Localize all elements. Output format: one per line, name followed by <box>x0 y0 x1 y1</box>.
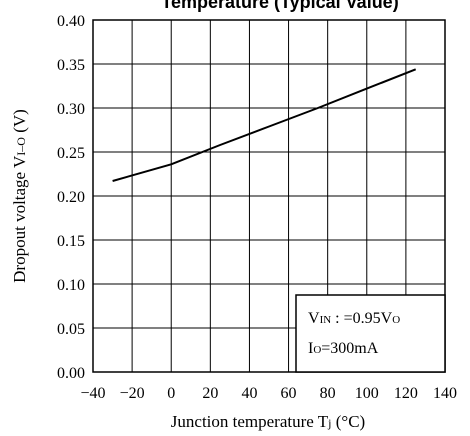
y-tick-label: 0.35 <box>57 57 85 74</box>
y-tick-label: 0.10 <box>57 277 85 294</box>
annotation-box <box>295 294 446 373</box>
y-tick-label: 0.05 <box>57 321 85 338</box>
series-line <box>112 68 417 182</box>
y-axis-label: Dropout voltage VI–O (V) <box>10 109 29 283</box>
x-tick-label: 40 <box>241 385 257 402</box>
x-tick-label: 60 <box>281 385 297 402</box>
y-tick-label: 0.15 <box>57 233 85 250</box>
x-tick-label: 0 <box>167 385 175 402</box>
y-tick-label: 0.30 <box>57 101 85 118</box>
y-tick-label: 0.00 <box>57 365 85 382</box>
plot-frame <box>92 19 446 373</box>
x-tick-label: −40 <box>80 385 105 402</box>
x-tick-label: 100 <box>355 385 379 402</box>
x-tick-label: 120 <box>394 385 418 402</box>
x-tick-label: 80 <box>320 385 336 402</box>
y-tick-label: 0.20 <box>57 189 85 206</box>
y-tick-labels: 0.00 0.05 0.10 0.15 0.20 0.25 0.30 0.35 0.40 <box>57 13 85 382</box>
x-tick-label: 140 <box>433 385 457 402</box>
chart-title: Temperature (Typical Value) <box>161 0 398 12</box>
grid-lines <box>93 20 445 372</box>
x-tick-label: 20 <box>202 385 218 402</box>
annotation-io: IO=300mA <box>308 340 379 357</box>
y-tick-label: 0.40 <box>57 13 85 30</box>
x-tick-label: −20 <box>120 385 145 402</box>
x-axis-label: Junction temperature Tj (°C) <box>171 412 365 431</box>
x-tick-labels: −40 −20 0 20 40 60 80 100 120 140 <box>80 385 457 402</box>
annotation-vin: VIN : =0.95VO <box>308 310 400 327</box>
y-tick-label: 0.25 <box>57 145 85 162</box>
